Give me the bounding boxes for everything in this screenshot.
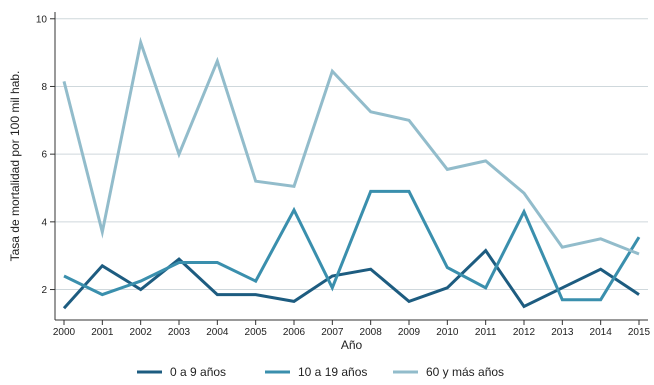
x-tick-label: 2000 <box>53 327 76 338</box>
x-tick-label: 2013 <box>551 327 574 338</box>
legend-label: 10 a 19 años <box>298 365 367 379</box>
series-lines <box>62 36 641 310</box>
x-tick-label: 2006 <box>283 327 306 338</box>
y-tick-label: 2 <box>41 285 47 296</box>
series-line-3 <box>62 36 640 256</box>
x-tick-label: 2008 <box>360 327 383 338</box>
y-tick-label: 6 <box>41 150 47 161</box>
legend-label: 60 y más años <box>426 365 504 379</box>
x-tick-label: 2001 <box>91 327 114 338</box>
series-line-1 <box>62 248 640 310</box>
x-tick-label: 2003 <box>168 327 191 338</box>
gridlines <box>55 18 648 291</box>
legend: 0 a 9 años 10 a 19 años 60 y más años <box>137 365 504 379</box>
x-tick-label: 2010 <box>436 327 459 338</box>
x-tick-label: 2015 <box>628 327 651 338</box>
y-tick-label: 10 <box>36 14 48 25</box>
x-tick-label: 2014 <box>590 327 613 338</box>
x-axis-label: Año <box>341 338 363 352</box>
x-tick-label: 2002 <box>130 327 153 338</box>
legend-label: 0 a 9 años <box>170 365 226 379</box>
series-line-2 <box>63 189 641 302</box>
y-axis-label: Tasa de mortalidad por 100 mil hab. <box>8 71 22 262</box>
x-tick-label: 2005 <box>245 327 268 338</box>
y-tick-label: 4 <box>41 217 47 228</box>
y-axis-ticks: 2 4 6 8 10 <box>36 14 55 296</box>
axes <box>54 12 648 321</box>
x-tick-label: 2011 <box>475 327 497 338</box>
x-axis-ticks: 2000 2001 2002 2003 2004 2005 2006 2007 2008 2009… <box>53 320 651 338</box>
x-tick-label: 2012 <box>513 327 536 338</box>
x-tick-label: 2004 <box>206 327 229 338</box>
x-tick-label: 2007 <box>321 327 344 338</box>
x-tick-label: 2009 <box>398 327 421 338</box>
y-tick-label: 8 <box>41 82 47 93</box>
